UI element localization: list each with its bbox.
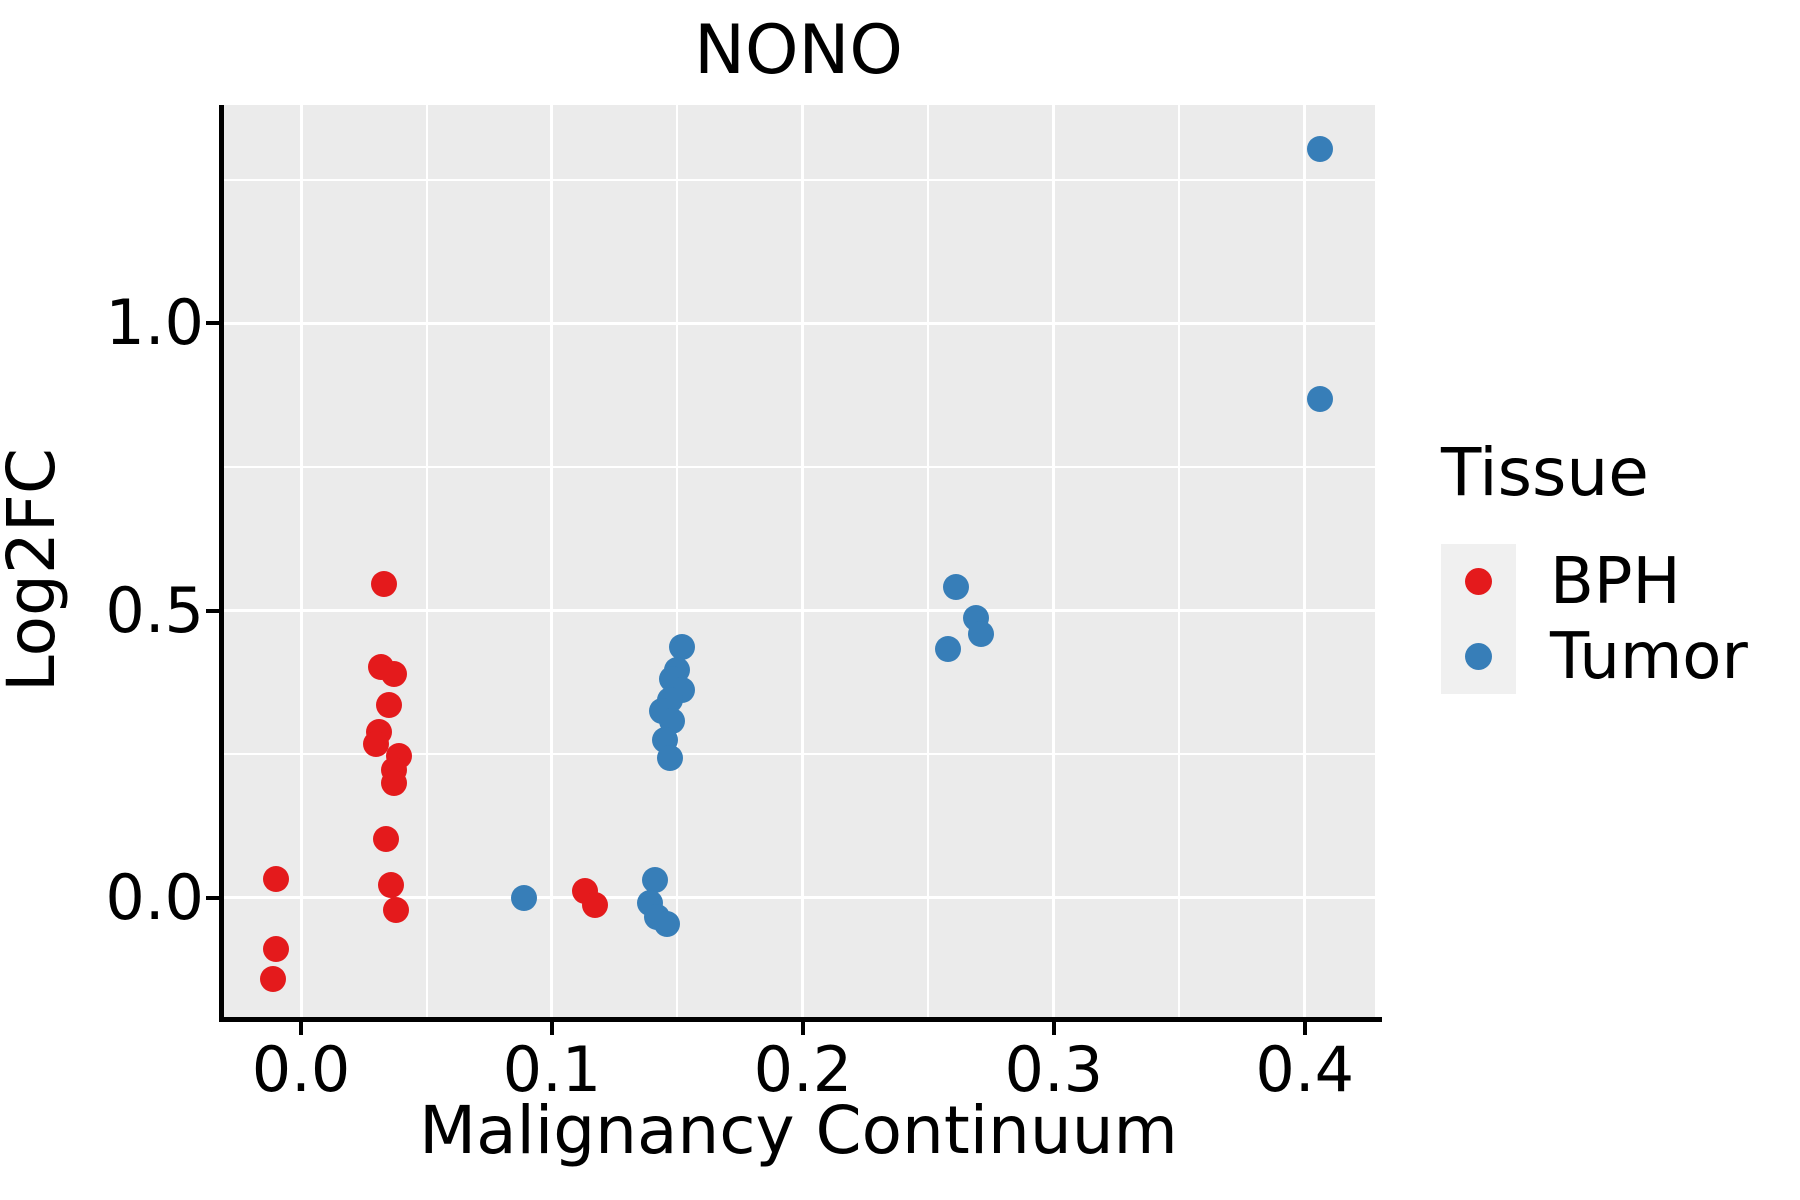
data-point-tumor	[1306, 136, 1333, 163]
x-tick-label: 0.3	[1004, 1033, 1104, 1106]
minor-gridline-y	[222, 465, 1375, 468]
x-tick-label: 0.1	[502, 1033, 602, 1106]
data-point-bph	[262, 865, 289, 892]
y-axis-spine	[219, 105, 224, 1022]
major-gridline-x	[1052, 105, 1056, 1019]
data-point-bph	[262, 935, 289, 962]
data-point-bph	[370, 570, 397, 597]
y-tick-label: 0.0	[105, 860, 204, 934]
major-gridline-x	[1303, 105, 1307, 1019]
x-tick-label: 0.4	[1255, 1033, 1355, 1106]
x-tick-mark	[1051, 1022, 1056, 1035]
x-tick-mark	[1302, 1022, 1307, 1035]
data-point-tumor	[669, 633, 696, 660]
data-point-bph	[260, 965, 287, 992]
data-point-tumor	[511, 884, 538, 911]
minor-gridline-x	[676, 105, 679, 1019]
data-point-tumor	[968, 621, 995, 648]
major-gridline-y	[222, 609, 1375, 613]
minor-gridline-x	[1178, 105, 1181, 1019]
tumor-dot-icon	[1465, 643, 1492, 670]
x-axis-label: Malignancy Continuum	[419, 1092, 1178, 1169]
minor-gridline-x	[927, 105, 930, 1019]
data-point-tumor	[942, 573, 969, 600]
x-axis-spine	[219, 1017, 1382, 1022]
data-point-tumor	[935, 636, 962, 663]
data-point-bph	[373, 825, 400, 852]
legend-row-tumor: Tumor	[1441, 619, 1748, 694]
x-tick-mark	[800, 1022, 805, 1035]
data-point-tumor	[656, 745, 683, 772]
legend-title: Tissue	[1441, 434, 1649, 511]
major-gridline-y	[222, 321, 1375, 325]
y-tick-mark	[206, 321, 219, 326]
data-point-tumor	[654, 910, 681, 937]
plot-panel	[222, 105, 1375, 1019]
y-tick-label: 0.5	[105, 573, 204, 647]
legend-row-bph: BPH	[1441, 544, 1748, 619]
chart-title: NONO	[694, 11, 903, 90]
legend-key-box	[1441, 619, 1516, 694]
data-point-bph	[380, 660, 407, 687]
y-tick-label: 1.0	[105, 286, 204, 360]
legend-key-box	[1441, 544, 1516, 619]
x-tick-mark	[299, 1022, 304, 1035]
major-gridline-y	[222, 896, 1375, 900]
major-gridline-x	[801, 105, 805, 1019]
minor-gridline-y	[222, 178, 1375, 181]
major-gridline-x	[550, 105, 554, 1019]
legend-label-tumor: Tumor	[1550, 619, 1748, 694]
x-tick-label: 0.0	[251, 1033, 351, 1106]
major-gridline-x	[299, 105, 303, 1019]
data-point-bph	[375, 691, 402, 718]
y-tick-mark	[206, 608, 219, 613]
data-point-tumor	[1306, 386, 1333, 413]
minor-gridline-y	[222, 753, 1375, 756]
x-tick-label: 0.2	[753, 1033, 853, 1106]
data-point-bph	[363, 731, 390, 758]
y-tick-mark	[206, 895, 219, 900]
data-point-bph	[380, 769, 407, 796]
bph-dot-icon	[1465, 568, 1492, 595]
data-point-bph	[383, 897, 410, 924]
y-axis-label: Log2FC	[0, 448, 70, 692]
legend-label-bph: BPH	[1550, 544, 1681, 619]
legend: Tissue BPH Tumor	[1441, 440, 1748, 694]
x-tick-mark	[549, 1022, 554, 1035]
data-point-tumor	[641, 866, 668, 893]
data-point-bph	[378, 871, 405, 898]
minor-gridline-x	[425, 105, 428, 1019]
data-point-bph	[581, 891, 608, 918]
